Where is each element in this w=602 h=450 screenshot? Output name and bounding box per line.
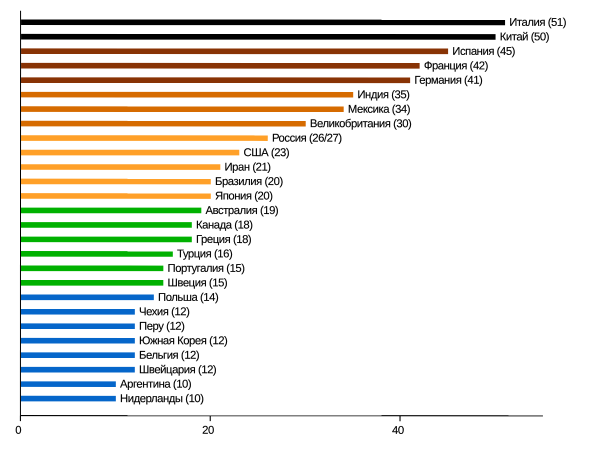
svg-text:Индия (35): Индия (35)	[357, 89, 410, 101]
svg-text:Нидерланды (10): Нидерланды (10)	[120, 393, 204, 405]
svg-text:Бразилия (20): Бразилия (20)	[215, 176, 283, 188]
svg-text:Великобритания (30): Великобритания (30)	[310, 118, 412, 130]
svg-text:Польша (14): Польша (14)	[158, 292, 219, 304]
svg-text:0: 0	[15, 425, 21, 437]
svg-text:Россия (26/27): Россия (26/27)	[272, 133, 342, 145]
svg-text:Китай (50): Китай (50)	[500, 31, 550, 43]
svg-text:Франция (42): Франция (42)	[424, 60, 489, 72]
svg-text:40: 40	[392, 425, 404, 437]
svg-text:Канада (18): Канада (18)	[196, 219, 253, 231]
svg-text:Бельгия (12): Бельгия (12)	[139, 350, 200, 362]
svg-text:Турция (16): Турция (16)	[177, 248, 233, 260]
svg-text:Австралия (19): Австралия (19)	[206, 205, 279, 217]
svg-text:Иран (21): Иран (21)	[225, 162, 272, 174]
svg-text:20: 20	[202, 425, 214, 437]
svg-text:Перу (12): Перу (12)	[139, 321, 185, 333]
svg-text:Южная Корея (12): Южная Корея (12)	[139, 335, 228, 347]
svg-text:США (23): США (23)	[243, 147, 289, 159]
svg-text:Чехия (12): Чехия (12)	[139, 306, 190, 318]
svg-text:Аргентина (10): Аргентина (10)	[120, 379, 192, 391]
svg-text:Испания (45): Испания (45)	[452, 46, 515, 58]
svg-text:Япония (20): Япония (20)	[215, 191, 273, 203]
svg-text:Швейцария (12): Швейцария (12)	[139, 364, 217, 376]
svg-text:Швеция (15): Швеция (15)	[168, 277, 228, 289]
svg-text:Германия (41): Германия (41)	[414, 75, 483, 87]
svg-text:Италия (51): Италия (51)	[509, 17, 566, 29]
svg-text:Португалия (15): Португалия (15)	[168, 263, 246, 275]
svg-text:Мексика (34): Мексика (34)	[348, 104, 411, 116]
svg-text:Греция (18): Греция (18)	[196, 234, 252, 246]
